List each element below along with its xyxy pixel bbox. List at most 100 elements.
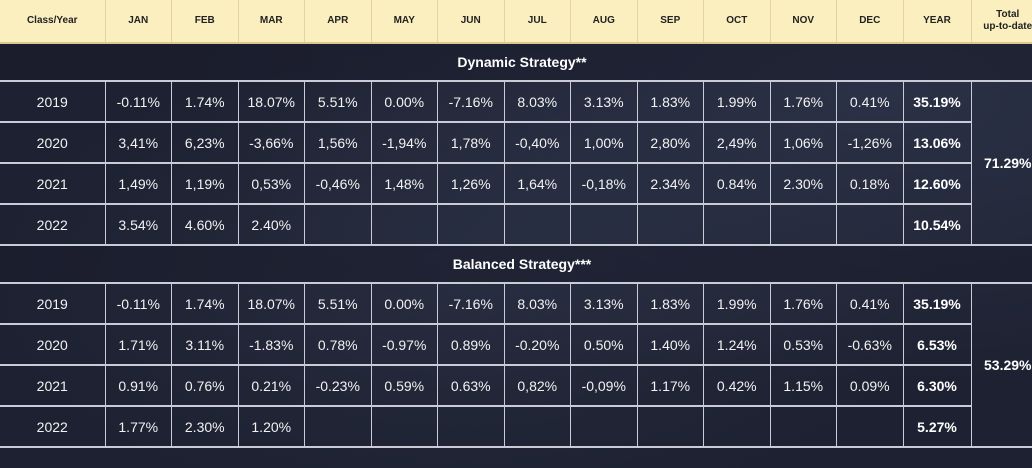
header-row: Class/Year JAN FEB MAR APR MAY JUN JUL A… xyxy=(0,0,1032,44)
month-return-cell: 5.51% xyxy=(304,283,372,325)
month-return-cell: 2.40% xyxy=(238,204,305,246)
header-total: Total up-to-date xyxy=(971,0,1032,44)
year-return-cell: 10.54% xyxy=(903,204,972,246)
month-return-cell: 6,23% xyxy=(171,122,239,164)
month-return-cell: -0,46% xyxy=(304,163,372,205)
year-return-cell: 12.60% xyxy=(903,163,972,205)
total-up-to-date-cell: 53.29% xyxy=(971,283,1032,448)
month-return-cell: 3.11% xyxy=(171,324,239,366)
header-month-jul: JUL xyxy=(504,0,571,44)
month-return-cell: 2.34% xyxy=(637,163,704,205)
header-month-mar: MAR xyxy=(238,0,305,44)
month-return-cell: 1,00% xyxy=(570,122,638,164)
month-return-cell xyxy=(570,204,638,246)
table-row: 2020 3,41% 6,23% -3,66% 1,56% -1,94% 1,78% -0,4… xyxy=(0,122,1032,164)
month-return-cell: 0.91% xyxy=(105,365,172,407)
month-return-cell: 8.03% xyxy=(504,81,571,123)
month-return-cell: 0.78% xyxy=(304,324,372,366)
month-return-cell: 0.50% xyxy=(570,324,638,366)
month-return-cell: 2.30% xyxy=(171,406,239,448)
month-return-cell: -0.63% xyxy=(836,324,904,366)
month-return-cell: 0.18% xyxy=(836,163,904,205)
month-return-cell: 0.89% xyxy=(437,324,505,366)
month-return-cell: 2,49% xyxy=(703,122,771,164)
month-return-cell: 1,06% xyxy=(770,122,837,164)
row-year: 2019 xyxy=(0,283,106,325)
row-year: 2020 xyxy=(0,324,106,366)
row-year: 2019 xyxy=(0,81,106,123)
performance-table: Class/Year JAN FEB MAR APR MAY JUN JUL A… xyxy=(0,0,1032,448)
month-return-cell: 4.60% xyxy=(171,204,239,246)
month-return-cell: 3.13% xyxy=(570,81,638,123)
month-return-cell xyxy=(703,406,771,448)
month-return-cell: 0.41% xyxy=(836,81,904,123)
month-return-cell xyxy=(570,406,638,448)
month-return-cell: 0.21% xyxy=(238,365,305,407)
month-return-cell xyxy=(371,204,438,246)
month-return-cell: 1.20% xyxy=(238,406,305,448)
month-return-cell: 0.41% xyxy=(836,283,904,325)
header-month-jan: JAN xyxy=(105,0,172,44)
month-return-cell: 1.83% xyxy=(637,283,704,325)
month-return-cell: -0.97% xyxy=(371,324,438,366)
row-year: 2021 xyxy=(0,163,106,205)
total-up-to-date-cell: 71.29% xyxy=(971,81,1032,246)
header-month-dec: DEC xyxy=(836,0,904,44)
table-row: 2019 -0.11% 1.74% 18.07% 5.51% 0.00% -7.16% 8.0… xyxy=(0,81,1032,246)
month-return-cell: -1,26% xyxy=(836,122,904,164)
header-class-year: Class/Year xyxy=(0,0,106,44)
month-return-cell: 1,78% xyxy=(437,122,505,164)
section-title: Dynamic Strategy** xyxy=(0,43,1032,82)
month-return-cell: 0.00% xyxy=(371,283,438,325)
header-month-apr: APR xyxy=(304,0,372,44)
month-return-cell xyxy=(504,406,571,448)
month-return-cell: 3,41% xyxy=(105,122,172,164)
table-row: 2019 -0.11% 1.74% 18.07% 5.51% 0.00% -7.16% 8.0… xyxy=(0,283,1032,448)
month-return-cell: 1.74% xyxy=(171,81,239,123)
month-return-cell xyxy=(637,204,704,246)
header-month-nov: NOV xyxy=(770,0,837,44)
header-total-line2: up-to-date xyxy=(983,21,1032,32)
table-row: 2022 1.77% 2.30% 1.20% 5.27% xyxy=(0,406,1032,448)
month-return-cell: 1.74% xyxy=(171,283,239,325)
header-month-oct: OCT xyxy=(703,0,771,44)
table-row: 2021 1,49% 1,19% 0,53% -0,46% 1,48% 1,26% 1,64%… xyxy=(0,163,1032,205)
row-year: 2022 xyxy=(0,406,106,448)
month-return-cell: 1,48% xyxy=(371,163,438,205)
table-row: 2021 0.91% 0.76% 0.21% -0.23% 0.59% 0.63% 0,82%… xyxy=(0,365,1032,407)
month-return-cell xyxy=(437,204,505,246)
section-title: Balanced Strategy*** xyxy=(0,245,1032,284)
header-month-feb: FEB xyxy=(171,0,239,44)
header-month-may: MAY xyxy=(371,0,438,44)
month-return-cell: 0.59% xyxy=(371,365,438,407)
month-return-cell: 1.99% xyxy=(703,81,771,123)
month-return-cell: -3,66% xyxy=(238,122,305,164)
month-return-cell: -0.11% xyxy=(105,81,172,123)
month-return-cell: 1.99% xyxy=(703,283,771,325)
month-return-cell: 18.07% xyxy=(238,283,305,325)
month-return-cell: 0.53% xyxy=(770,324,837,366)
month-return-cell: -0,40% xyxy=(504,122,571,164)
month-return-cell: -0.20% xyxy=(504,324,571,366)
month-return-cell: 1,19% xyxy=(171,163,239,205)
month-return-cell: 1,49% xyxy=(105,163,172,205)
month-return-cell: -1.83% xyxy=(238,324,305,366)
month-return-cell: 1.83% xyxy=(637,81,704,123)
month-return-cell xyxy=(437,406,505,448)
month-return-cell: -0.11% xyxy=(105,283,172,325)
table-row: 2022 3.54% 4.60% 2.40% 10.54% xyxy=(0,204,1032,246)
month-return-cell: 0.09% xyxy=(836,365,904,407)
month-return-cell: 1.77% xyxy=(105,406,172,448)
month-return-cell xyxy=(770,204,837,246)
month-return-cell: 0.42% xyxy=(703,365,771,407)
month-return-cell: -0,09% xyxy=(570,365,638,407)
month-return-cell xyxy=(504,204,571,246)
year-return-cell: 6.53% xyxy=(903,324,972,366)
header-year: YEAR xyxy=(903,0,972,44)
section-row: Dynamic Strategy** xyxy=(0,43,1032,82)
month-return-cell: 5.51% xyxy=(304,81,372,123)
month-return-cell: 2,80% xyxy=(637,122,704,164)
month-return-cell: 0,53% xyxy=(238,163,305,205)
month-return-cell: 3.54% xyxy=(105,204,172,246)
